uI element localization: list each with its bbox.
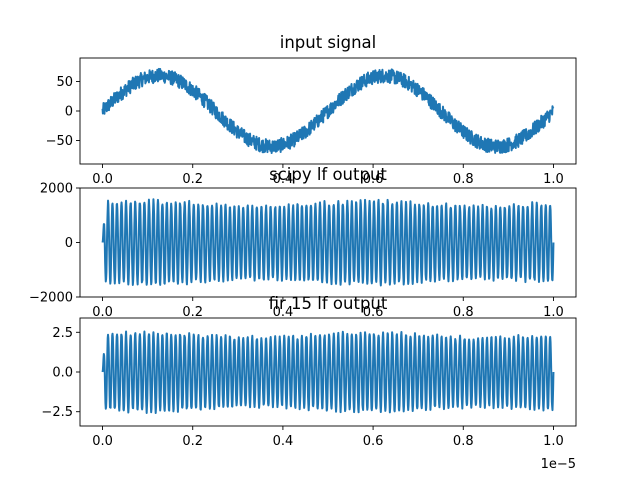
- x-tick-label: 0.2: [182, 434, 203, 449]
- x-tick-label: 0.6: [363, 305, 384, 320]
- series-line: [101, 67, 555, 155]
- series-line: [101, 198, 555, 287]
- y-tick-label: 2.5: [52, 326, 73, 341]
- subplot-title: fir 15 lf output: [269, 294, 388, 313]
- x-tick-label: 0.6: [363, 434, 384, 449]
- y-tick-label: −2.5: [41, 405, 73, 420]
- x-tick-label: 1.0: [543, 172, 564, 187]
- x-tick-label: 0.6: [363, 172, 384, 187]
- x-tick-label: 0.0: [92, 172, 113, 187]
- axes-ticks: 0.0 0.2 0.4 0.6 0.8 1.0 −2.5 0.0 2.5: [41, 326, 563, 449]
- y-tick-label: 0: [65, 105, 73, 120]
- x-tick-label: 1.0: [543, 305, 564, 320]
- y-tick-label: −50: [46, 134, 73, 149]
- subplot-title: input signal: [280, 33, 377, 52]
- plot-area: [101, 330, 555, 415]
- subplot-title: scipy lf output: [269, 165, 387, 184]
- x-tick-label: 0.8: [453, 434, 474, 449]
- subplot-input-signal: 0.0 0.2 0.4 0.6 0.8 1.0 −50 0 50 input signal: [46, 33, 577, 187]
- x-scale-offset-label: 1e−5: [541, 457, 576, 472]
- y-tick-label: −2000: [29, 291, 73, 306]
- x-tick-label: 0.4: [273, 305, 294, 320]
- x-tick-label: 0.8: [453, 172, 474, 187]
- y-tick-label: 0: [65, 236, 73, 251]
- x-tick-label: 0.2: [182, 172, 203, 187]
- x-tick-label: 0.0: [92, 305, 113, 320]
- y-tick-label: 2000: [40, 182, 73, 197]
- x-tick-label: 0.0: [92, 434, 113, 449]
- y-tick-label: 0.0: [52, 366, 73, 381]
- x-tick-label: 0.4: [273, 434, 294, 449]
- x-tick-label: 0.8: [453, 305, 474, 320]
- y-tick-label: 50: [56, 75, 73, 90]
- x-tick-label: 1.0: [543, 434, 564, 449]
- axes-ticks: 0.0 0.2 0.4 0.6 0.8 1.0 −50 0 50: [46, 75, 564, 187]
- axes-ticks: 0.0 0.2 0.4 0.6 0.8 1.0 −2000 0 2000: [29, 182, 564, 321]
- x-tick-label: 0.4: [273, 172, 294, 187]
- subplot-scipy-lf-output: 0.0 0.2 0.4 0.6 0.8 1.0 −2000 0 2000 scipy lf ou…: [29, 165, 577, 321]
- plot-area: [101, 67, 555, 155]
- plot-area: [101, 198, 555, 287]
- subplot-fir-15-lf-output: 0.0 0.2 0.4 0.6 0.8 1.0 −2.5 0.0 2.5 fir 15 lf o…: [41, 294, 577, 449]
- series-line: [101, 330, 555, 415]
- x-tick-label: 0.2: [182, 305, 203, 320]
